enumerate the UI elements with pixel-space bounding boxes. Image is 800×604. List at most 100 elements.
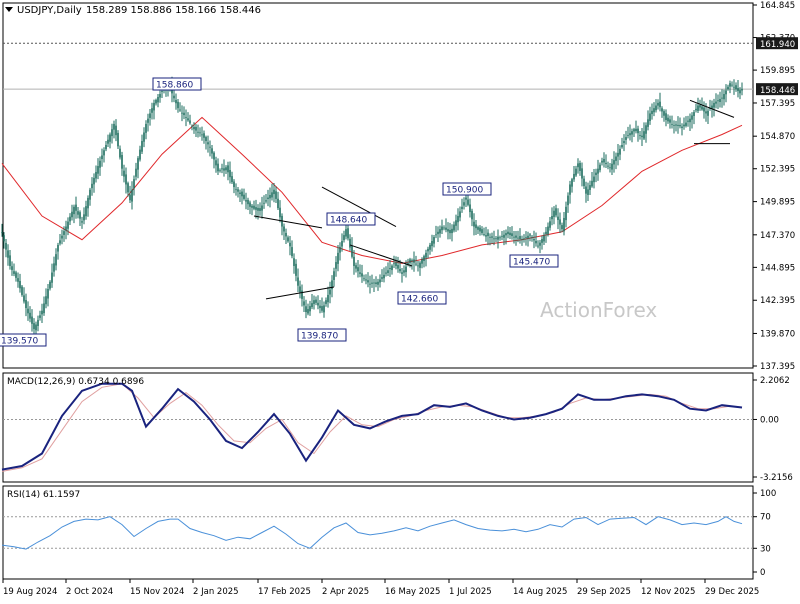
candle-body: [523, 238, 525, 240]
candle-body: [517, 237, 519, 239]
candle-body: [85, 206, 87, 217]
candle-body: [3, 235, 5, 242]
candle-body: [559, 219, 561, 225]
candle-body: [367, 280, 369, 283]
price-tick-label: 142.395: [760, 296, 795, 306]
candle-body: [7, 250, 9, 258]
x-tick-label: 29 Dec 2025: [705, 587, 759, 597]
x-tick-label: 2 Jan 2025: [193, 587, 239, 597]
price-label: 139.870: [301, 332, 338, 342]
candle-body: [443, 227, 445, 229]
candle-body: [407, 263, 409, 265]
candle-body: [593, 176, 595, 183]
candle-body: [233, 181, 235, 188]
last-close-label: 158.446: [760, 86, 795, 96]
candle-body: [119, 148, 121, 158]
watermark: ActionForex: [540, 298, 657, 322]
candle-body: [475, 224, 477, 229]
candle-body: [703, 107, 705, 112]
candle-body: [599, 164, 601, 171]
candle-body: [105, 144, 107, 150]
candle-body: [713, 102, 715, 108]
candle-body: [635, 128, 637, 132]
candle-body: [577, 163, 579, 168]
candle-body: [121, 155, 123, 169]
candle-body: [623, 141, 625, 144]
candle-body: [19, 280, 21, 289]
candle-body: [347, 228, 349, 239]
candle-body: [675, 124, 677, 126]
price-tick-label: 154.870: [760, 132, 795, 142]
chart-ohlc: 158.289 158.886 158.166 158.446: [86, 5, 261, 16]
candle-body: [393, 263, 395, 265]
rsi-panel: [2, 485, 754, 580]
chart-symbol: USDJPY,Daily: [17, 5, 82, 16]
level-price-label: 161.940: [760, 40, 795, 50]
rsi-title: RSI(14) 61.1597: [7, 490, 80, 500]
candle-body: [651, 110, 653, 115]
price-label-box: [326, 212, 376, 226]
candle-body: [289, 242, 291, 247]
candle-body: [37, 319, 39, 326]
candle-body: [601, 160, 603, 163]
level-price-box: [756, 37, 798, 50]
candle-body: [637, 128, 639, 134]
price-label-box: [0, 333, 47, 347]
candle-body: [461, 206, 463, 210]
candle-body: [77, 211, 79, 215]
candle-body: [293, 258, 295, 266]
candle-body: [383, 274, 385, 279]
candle-body: [93, 177, 95, 185]
candle-body: [309, 306, 311, 312]
candle-body: [733, 86, 735, 88]
candle-body: [25, 300, 27, 309]
candle-body: [525, 237, 527, 238]
candle-body: [575, 168, 577, 176]
candle-body: [711, 105, 713, 109]
candle-body: [455, 220, 457, 226]
candle-body: [405, 266, 407, 273]
candle-body: [17, 278, 19, 282]
candle-body: [685, 122, 687, 126]
candle-body: [349, 238, 351, 248]
candle-body: [391, 265, 393, 271]
price-label-box: [397, 291, 447, 305]
candle-body: [423, 256, 425, 262]
candle-body: [581, 168, 583, 179]
candle-body: [619, 148, 621, 155]
candle-body: [147, 118, 149, 123]
candle-body: [315, 299, 317, 303]
candle-body: [351, 245, 353, 257]
candle-body: [149, 113, 151, 118]
candle-body: [697, 105, 699, 111]
dropdown-triangle-icon[interactable]: [5, 7, 13, 12]
candle-body: [213, 152, 215, 160]
candle-body: [719, 98, 721, 103]
candle-body: [175, 100, 177, 104]
candle-body: [669, 119, 671, 123]
candle-body: [531, 236, 533, 238]
candle-body: [567, 195, 569, 206]
macd-line: [1, 382, 743, 471]
candle-body: [467, 199, 469, 205]
candle-body: [627, 135, 629, 136]
candle-body: [231, 176, 233, 183]
candle-body: [411, 260, 413, 262]
candle-body: [337, 252, 339, 264]
candle-body: [195, 126, 197, 131]
candle-body: [493, 238, 495, 240]
candle-body: [183, 112, 185, 116]
candle-body: [387, 270, 389, 273]
header: USDJPY,Daily 158.289 158.886 158.166 158…: [5, 5, 261, 16]
candle-body: [49, 281, 51, 289]
candle-body: [327, 294, 329, 303]
candle-body: [203, 133, 205, 138]
candle-body: [413, 259, 415, 263]
candle-body: [715, 101, 717, 104]
candle-body: [335, 262, 337, 269]
candle-body: [271, 192, 273, 198]
candle-body: [95, 171, 97, 179]
candle-body: [343, 235, 345, 241]
sma-line: [1, 116, 743, 264]
